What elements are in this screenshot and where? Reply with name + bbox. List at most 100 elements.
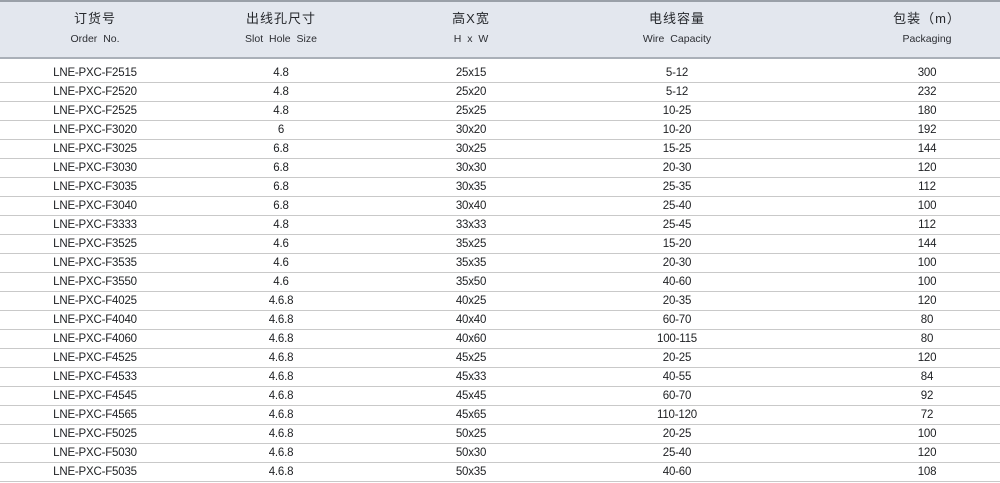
cell-wire-capacity: 25-40: [662, 447, 692, 459]
cell-packaging: 180: [917, 105, 937, 117]
column-header-h-w: 高X宽 H x W: [372, 2, 570, 57]
table-row: LNE-PXC-F3333 4.8 33x33 25-45 112: [0, 216, 1000, 235]
cell-wire-capacity: 40-55: [662, 371, 692, 383]
cell-wire-capacity: 25-45: [662, 219, 692, 231]
column-header-wire-capacity-en: Wire Capacity: [642, 33, 712, 45]
cell-h-w: 25x15: [455, 67, 487, 79]
cell-wire-capacity: 5-12: [665, 86, 689, 98]
table-row: LNE-PXC-F4545 4.6.8 45x45 60-70 92: [0, 387, 1000, 406]
cell-packaging: 100: [917, 200, 937, 212]
cell-h-w: 50x25: [455, 428, 487, 440]
cell-wire-capacity: 40-60: [662, 466, 692, 478]
cell-wire-capacity: 20-30: [662, 257, 692, 269]
cell-slot-hole-size: 4.6.8: [268, 409, 294, 421]
table-row: LNE-PXC-F4533 4.6.8 45x33 40-55 84: [0, 368, 1000, 387]
table-row: LNE-PXC-F4040 4.6.8 40x40 60-70 80: [0, 311, 1000, 330]
cell-packaging: 108: [917, 466, 937, 478]
cell-order-no: LNE-PXC-F3535: [53, 257, 137, 269]
cell-packaging: 120: [917, 447, 937, 459]
cell-h-w: 30x30: [455, 162, 487, 174]
cell-slot-hole-size: 4.6.8: [268, 428, 294, 440]
table-row: LNE-PXC-F3550 4.6 35x50 40-60 100: [0, 273, 1000, 292]
cell-order-no: LNE-PXC-F4060: [53, 333, 137, 345]
cell-h-w: 25x20: [455, 86, 487, 98]
cell-wire-capacity: 10-25: [662, 105, 692, 117]
cell-wire-capacity: 60-70: [662, 390, 692, 402]
cell-wire-capacity: 10-20: [662, 124, 692, 136]
cell-packaging: 100: [917, 428, 937, 440]
column-header-order-no: 订货号 Order No.: [0, 2, 190, 57]
cell-packaging: 144: [917, 238, 937, 250]
cell-h-w: 50x35: [455, 466, 487, 478]
cell-order-no: LNE-PXC-F5025: [53, 428, 137, 440]
cell-h-w: 30x25: [455, 143, 487, 155]
cell-packaging: 120: [917, 352, 937, 364]
column-header-slot-hole-size-zh: 出线孔尺寸: [245, 11, 316, 26]
cell-packaging: 120: [917, 162, 937, 174]
column-header-slot-hole-size: 出线孔尺寸 Slot Hole Size: [190, 2, 372, 57]
cell-order-no: LNE-PXC-F3550: [53, 276, 137, 288]
table-row: LNE-PXC-F4025 4.6.8 40x25 20-35 120: [0, 292, 1000, 311]
cell-h-w: 35x50: [455, 276, 487, 288]
table-row: LNE-PXC-F5035 4.6.8 50x35 40-60 108: [0, 463, 1000, 482]
cell-wire-capacity: 20-30: [662, 162, 692, 174]
table-header: 订货号 Order No. 出线孔尺寸 Slot Hole Size 高X宽 H…: [0, 0, 1000, 59]
cell-packaging: 120: [917, 295, 937, 307]
cell-slot-hole-size: 4.6.8: [268, 352, 294, 364]
cell-slot-hole-size: 4.8: [273, 219, 289, 231]
cell-h-w: 30x40: [455, 200, 487, 212]
cell-wire-capacity: 20-25: [662, 352, 692, 364]
cell-order-no: LNE-PXC-F3333: [53, 219, 137, 231]
cell-packaging: 144: [917, 143, 937, 155]
column-header-packaging-en: Packaging: [902, 33, 952, 45]
cell-packaging: 232: [917, 86, 937, 98]
cell-packaging: 192: [917, 124, 937, 136]
cell-order-no: LNE-PXC-F3040: [53, 200, 137, 212]
cell-slot-hole-size: 4.6: [273, 257, 289, 269]
cell-packaging: 300: [917, 67, 937, 79]
cell-wire-capacity: 100-115: [657, 333, 697, 345]
cell-wire-capacity: 40-60: [662, 276, 692, 288]
table-row: LNE-PXC-F3035 6.8 30x35 25-35 112: [0, 178, 1000, 197]
cell-h-w: 40x60: [455, 333, 487, 345]
cell-wire-capacity: 20-25: [662, 428, 692, 440]
cell-h-w: 50x30: [455, 447, 487, 459]
cell-h-w: 45x45: [455, 390, 487, 402]
table-row: LNE-PXC-F3040 6.8 30x40 25-40 100: [0, 197, 1000, 216]
cell-h-w: 35x35: [455, 257, 487, 269]
cell-wire-capacity: 60-70: [662, 314, 692, 326]
cell-wire-capacity: 110-120: [657, 409, 697, 421]
cell-h-w: 30x20: [455, 124, 487, 136]
cell-slot-hole-size: 6.8: [273, 200, 289, 212]
cell-order-no: LNE-PXC-F3030: [53, 162, 137, 174]
cell-order-no: LNE-PXC-F5030: [53, 447, 137, 459]
table-row: LNE-PXC-F3020 6 30x20 10-20 192: [0, 121, 1000, 140]
cell-wire-capacity: 15-20: [662, 238, 692, 250]
cell-order-no: LNE-PXC-F2525: [53, 105, 137, 117]
cell-slot-hole-size: 4.6.8: [268, 466, 294, 478]
cell-slot-hole-size: 4.8: [273, 105, 289, 117]
table-row: LNE-PXC-F4060 4.6.8 40x60 100-115 80: [0, 330, 1000, 349]
cell-h-w: 25x25: [455, 105, 487, 117]
table-body: LNE-PXC-F2515 4.8 25x15 5-12 300 LNE-PXC-F252…: [0, 64, 1000, 482]
cell-order-no: LNE-PXC-F4545: [53, 390, 137, 402]
cell-slot-hole-size: 6.8: [273, 162, 289, 174]
cell-slot-hole-size: 4.6.8: [268, 447, 294, 459]
cell-order-no: LNE-PXC-F3025: [53, 143, 137, 155]
cell-slot-hole-size: 4.8: [273, 67, 289, 79]
table-row: LNE-PXC-F3030 6.8 30x30 20-30 120: [0, 159, 1000, 178]
cell-h-w: 45x33: [455, 371, 487, 383]
cell-packaging: 100: [917, 257, 937, 269]
cell-slot-hole-size: 4.6: [273, 238, 289, 250]
cell-slot-hole-size: 6.8: [273, 143, 289, 155]
column-header-packaging: 包装（m） Packaging: [784, 2, 1000, 57]
cell-slot-hole-size: 6.8: [273, 181, 289, 193]
cell-h-w: 45x25: [455, 352, 487, 364]
table-row: LNE-PXC-F2525 4.8 25x25 10-25 180: [0, 102, 1000, 121]
cell-slot-hole-size: 4.6.8: [268, 314, 294, 326]
cell-slot-hole-size: 6: [277, 124, 285, 136]
table-row: LNE-PXC-F2520 4.8 25x20 5-12 232: [0, 83, 1000, 102]
cell-slot-hole-size: 4.6.8: [268, 295, 294, 307]
cell-wire-capacity: 25-35: [662, 181, 692, 193]
